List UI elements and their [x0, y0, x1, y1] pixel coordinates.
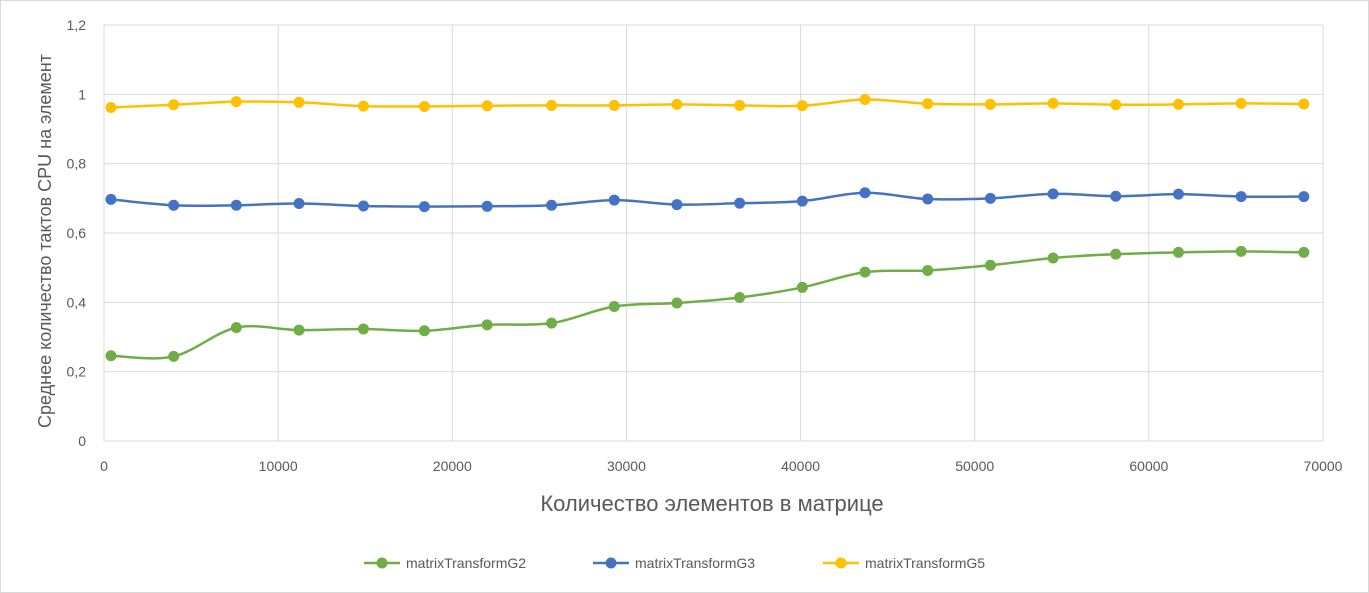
data-point	[984, 98, 996, 110]
x-tick-label: 0	[100, 458, 108, 474]
data-point	[168, 350, 180, 362]
series-line	[110, 250, 1304, 360]
data-point	[922, 98, 934, 110]
data-point	[230, 96, 242, 108]
y-tick-label: 1,2	[67, 17, 87, 33]
series-group	[105, 94, 1310, 362]
data-point	[1298, 191, 1310, 203]
data-point	[608, 99, 620, 111]
y-axis-title: Среднее количество тактов CPU на элемент	[35, 54, 55, 428]
gridlines	[103, 24, 1324, 442]
data-point	[230, 322, 242, 334]
data-point	[1235, 97, 1247, 109]
data-point	[168, 99, 180, 111]
y-tick-label: 0,6	[67, 225, 87, 241]
data-point	[1047, 188, 1059, 200]
data-point	[168, 199, 180, 211]
legend-item: matrixTransformG2	[364, 555, 526, 571]
data-point	[105, 102, 117, 114]
x-tick-label: 30000	[607, 458, 646, 474]
axes: 0 0,2 0,4 0,6 0,8 1 1,2 0 10000 20000 30000 40000 50…	[67, 17, 1343, 474]
data-point	[859, 266, 871, 278]
data-point	[1110, 248, 1122, 260]
y-tick-label: 1	[78, 86, 86, 102]
legend-swatch-marker	[835, 557, 847, 569]
y-tick-label: 0	[78, 433, 86, 449]
data-point	[1172, 98, 1184, 110]
data-point	[671, 297, 683, 309]
data-point	[546, 199, 558, 211]
data-point	[1298, 98, 1310, 110]
data-point	[1110, 99, 1122, 111]
data-point	[546, 317, 558, 329]
x-tick-label: 50000	[955, 458, 994, 474]
series-matrixTransformG3	[105, 187, 1310, 213]
series-line	[110, 98, 1304, 109]
data-point	[357, 200, 369, 212]
y-tick-label: 0,8	[67, 156, 87, 172]
data-point	[357, 323, 369, 335]
data-point	[481, 200, 493, 212]
legend-label: matrixTransformG2	[406, 555, 526, 571]
data-point	[859, 94, 871, 106]
data-point	[734, 197, 746, 209]
x-tick-label: 10000	[259, 458, 298, 474]
data-point	[1298, 246, 1310, 258]
data-point	[796, 195, 808, 207]
data-point	[1235, 191, 1247, 203]
legend-swatch-marker	[605, 557, 617, 569]
data-point	[546, 99, 558, 111]
data-point	[796, 100, 808, 112]
legend-item: matrixTransformG3	[593, 555, 755, 571]
data-point	[922, 193, 934, 205]
data-point	[293, 96, 305, 108]
data-point	[608, 194, 620, 206]
data-point	[1047, 252, 1059, 264]
x-tick-label: 70000	[1304, 458, 1343, 474]
x-tick-label: 60000	[1129, 458, 1168, 474]
data-point	[357, 100, 369, 112]
series-line	[110, 191, 1304, 208]
legend-swatch-marker	[376, 557, 388, 569]
x-tick-label: 40000	[781, 458, 820, 474]
series-matrixTransformG2	[105, 245, 1310, 362]
data-point	[418, 100, 430, 112]
data-point	[796, 281, 808, 293]
y-tick-label: 0,2	[67, 364, 87, 380]
data-point	[859, 187, 871, 199]
data-point	[1172, 246, 1184, 258]
data-point	[734, 99, 746, 111]
data-point	[671, 199, 683, 211]
data-point	[984, 259, 996, 271]
data-point	[418, 325, 430, 337]
data-point	[481, 100, 493, 112]
x-axis-title: Количество элементов в матрице	[540, 491, 883, 516]
data-point	[293, 198, 305, 210]
data-point	[608, 300, 620, 312]
data-point	[1110, 190, 1122, 202]
data-point	[481, 319, 493, 331]
data-point	[230, 199, 242, 211]
data-point	[984, 192, 996, 204]
y-tick-label: 0,4	[67, 294, 87, 310]
x-tick-label: 20000	[433, 458, 472, 474]
legend-label: matrixTransformG5	[865, 555, 985, 571]
data-point	[734, 291, 746, 303]
legend-item: matrixTransformG5	[823, 555, 985, 571]
data-point	[922, 264, 934, 276]
legend-label: matrixTransformG3	[635, 555, 755, 571]
data-point	[1172, 188, 1184, 200]
data-point	[105, 193, 117, 205]
data-point	[671, 98, 683, 110]
data-point	[1235, 245, 1247, 257]
data-point	[293, 324, 305, 336]
data-point	[1047, 97, 1059, 109]
legend: matrixTransformG2 matrixTransformG3 matrix…	[364, 555, 985, 571]
data-point	[418, 201, 430, 213]
series-matrixTransformG5	[105, 94, 1310, 114]
data-point	[105, 350, 117, 362]
